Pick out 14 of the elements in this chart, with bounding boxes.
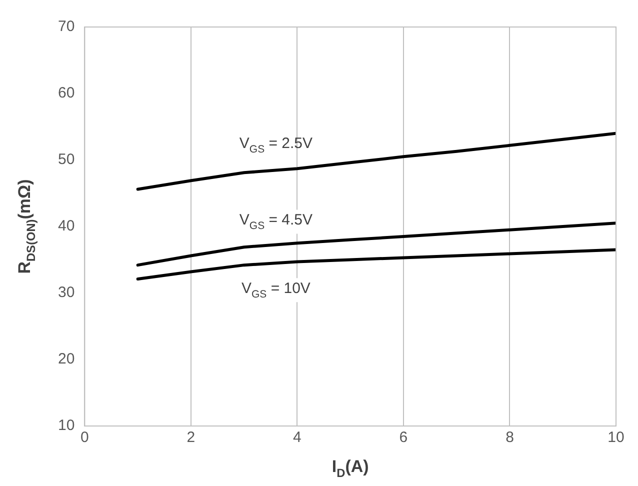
x-tick-label: 10 — [608, 429, 624, 446]
y-tick-label: 40 — [58, 218, 75, 235]
y-tick-label: 10 — [58, 417, 75, 434]
y-tick-label: 30 — [58, 284, 75, 302]
y-tick-label: 50 — [58, 151, 75, 168]
x-tick-label: 2 — [186, 429, 196, 446]
x-tick-label: 8 — [506, 429, 514, 446]
y-tick-label: 60 — [58, 84, 75, 102]
y-tick-label: 20 — [58, 350, 75, 368]
x-tick-label: 4 — [293, 429, 302, 446]
y-axis-title: RDS(ON)(mΩ) — [15, 179, 38, 274]
y-tick-label: 70 — [58, 18, 75, 36]
x-tick-label: 0 — [80, 429, 89, 446]
x-tick-label: 6 — [399, 429, 408, 446]
